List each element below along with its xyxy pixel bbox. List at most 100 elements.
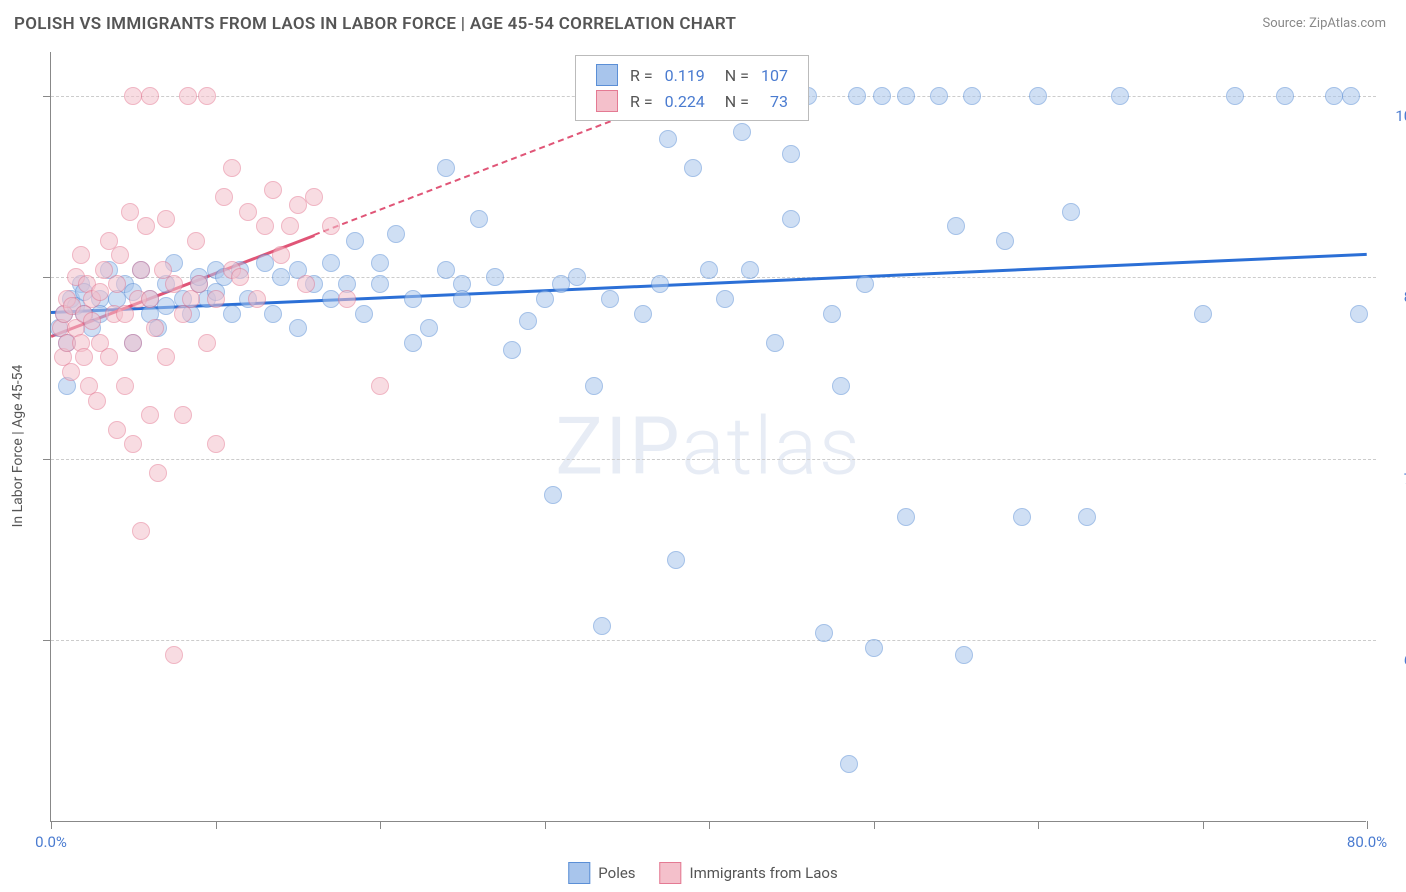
correlation-legend: R = 0.119 N = 107 R = 0.224 N = 73 (575, 55, 809, 121)
point-laos (157, 210, 175, 228)
chart-title: POLISH VS IMMIGRANTS FROM LAOS IN LABOR … (14, 14, 736, 34)
watermark-bold: ZIP (555, 399, 681, 493)
n-value-poles: 107 (755, 62, 794, 88)
point-laos (190, 275, 208, 293)
point-poles (667, 551, 685, 569)
x-tick (709, 821, 710, 829)
legend-label-poles: Poles (598, 864, 635, 882)
point-laos (149, 464, 167, 482)
point-laos (305, 188, 323, 206)
point-laos (264, 181, 282, 199)
point-laos (124, 435, 142, 453)
n-label: N = (711, 62, 755, 88)
point-laos (121, 203, 139, 221)
point-laos (137, 217, 155, 235)
point-laos (322, 217, 340, 235)
point-laos (132, 522, 150, 540)
x-tick (1203, 821, 1204, 829)
point-poles (684, 159, 702, 177)
point-laos (297, 275, 315, 293)
bottom-legend: Poles Immigrants from Laos (568, 862, 837, 884)
point-poles (930, 87, 948, 105)
legend-swatch-laos (596, 90, 618, 112)
point-poles (404, 290, 422, 308)
point-poles (1342, 87, 1360, 105)
point-poles (264, 305, 282, 323)
point-poles (322, 290, 340, 308)
point-laos (75, 348, 93, 366)
y-tick-label: 100.0% (1374, 107, 1406, 125)
point-laos (116, 305, 134, 323)
point-poles (503, 341, 521, 359)
point-poles (544, 486, 562, 504)
point-laos (108, 421, 126, 439)
point-poles (585, 377, 603, 395)
point-poles (289, 319, 307, 337)
chart-source: Source: ZipAtlas.com (1262, 16, 1386, 31)
point-laos (174, 406, 192, 424)
point-poles (387, 225, 405, 243)
point-laos (124, 334, 142, 352)
point-laos (165, 275, 183, 293)
r-value-poles: 0.119 (659, 62, 711, 88)
legend-swatch-laos (660, 862, 682, 884)
y-tick-label: 87.5% (1374, 288, 1406, 306)
point-poles (593, 617, 611, 635)
point-poles (955, 646, 973, 664)
point-laos (124, 87, 142, 105)
point-poles (223, 305, 241, 323)
x-tick (51, 821, 52, 829)
x-tick (1367, 821, 1368, 829)
point-poles (832, 377, 850, 395)
point-poles (897, 87, 915, 105)
point-poles (823, 305, 841, 323)
point-laos (338, 290, 356, 308)
point-laos (141, 87, 159, 105)
point-laos (248, 290, 266, 308)
point-poles (346, 232, 364, 250)
point-poles (634, 305, 652, 323)
point-poles (371, 254, 389, 272)
point-poles (873, 87, 891, 105)
point-laos (207, 435, 225, 453)
x-tick-label: 80.0% (1347, 833, 1387, 851)
x-tick (1038, 821, 1039, 829)
point-poles (355, 305, 373, 323)
point-poles (1062, 203, 1080, 221)
n-value-laos: 73 (755, 88, 794, 114)
point-poles (437, 261, 455, 279)
watermark: ZIPatlas (555, 399, 861, 493)
point-laos (256, 217, 274, 235)
point-poles (897, 508, 915, 526)
point-poles (536, 290, 554, 308)
point-poles (741, 261, 759, 279)
point-poles (552, 275, 570, 293)
point-laos (146, 319, 164, 337)
point-poles (651, 275, 669, 293)
legend-swatch-poles (596, 64, 618, 86)
gridline-h (51, 459, 1376, 460)
point-poles (856, 275, 874, 293)
point-laos (272, 246, 290, 264)
point-laos (281, 217, 299, 235)
point-poles (404, 334, 422, 352)
watermark-light: atlas (682, 399, 862, 493)
point-poles (700, 261, 718, 279)
x-tick-label: 0.0% (35, 833, 67, 851)
point-laos (108, 275, 126, 293)
x-tick (545, 821, 546, 829)
legend-label-laos: Immigrants from Laos (690, 864, 838, 882)
point-poles (782, 145, 800, 163)
point-poles (865, 639, 883, 657)
point-poles (486, 268, 504, 286)
point-poles (1029, 87, 1047, 105)
point-poles (1194, 305, 1212, 323)
x-tick (380, 821, 381, 829)
plot-area: ZIPatlas 62.5%75.0%87.5%100.0%0.0%80.0% (50, 52, 1366, 822)
y-tick-label: 75.0% (1374, 470, 1406, 488)
chart-container: POLISH VS IMMIGRANTS FROM LAOS IN LABOR … (0, 0, 1406, 892)
point-poles (1111, 87, 1129, 105)
point-poles (659, 130, 677, 148)
point-poles (947, 217, 965, 235)
point-poles (782, 210, 800, 228)
